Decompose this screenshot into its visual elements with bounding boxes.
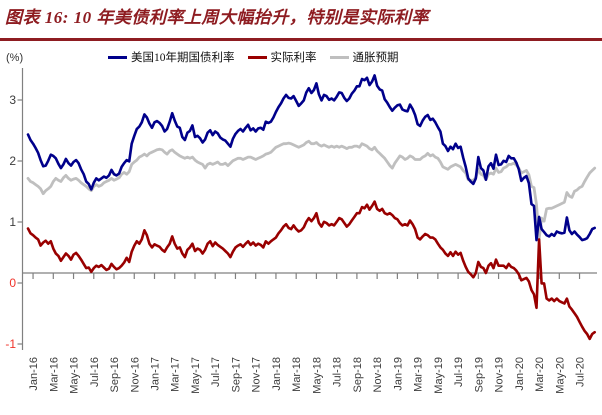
legend-item: 实际利率 bbox=[247, 49, 317, 65]
x-tick-label: Sep-16 bbox=[109, 357, 121, 392]
series-line bbox=[26, 74, 597, 242]
x-tick-label: May-17 bbox=[190, 357, 202, 394]
y-tick-label: -1 bbox=[5, 337, 16, 351]
y-tick-label: 0 bbox=[9, 276, 16, 290]
x-tick-label: Sep-18 bbox=[352, 357, 364, 392]
series-line bbox=[26, 139, 597, 241]
x-tick-label: Mar-17 bbox=[170, 357, 182, 392]
x-tick-label: Jan-17 bbox=[150, 357, 162, 391]
title-divider bbox=[0, 38, 602, 41]
x-tick-label: Jul-16 bbox=[89, 357, 101, 387]
x-tick-label: Sep-19 bbox=[473, 357, 485, 392]
x-tick-label: Mar-19 bbox=[413, 357, 425, 392]
legend-item: 通胀预期 bbox=[329, 49, 399, 65]
x-tick-label: Nov-19 bbox=[494, 357, 506, 392]
legend-label: 美国10年期国债利率 bbox=[131, 52, 235, 64]
chart-legend: 美国10年期国债利率 实际利率 通胀预期 bbox=[108, 49, 399, 65]
x-tick-label: Mar-16 bbox=[48, 357, 60, 392]
x-tick-label: May-18 bbox=[311, 357, 323, 394]
y-tick-label: 3 bbox=[9, 93, 16, 107]
legend-line-marker bbox=[247, 55, 267, 59]
y-tick-label: 1 bbox=[9, 215, 16, 229]
x-tick-label: Mar-18 bbox=[291, 357, 303, 392]
x-tick-label: May-20 bbox=[554, 357, 566, 394]
x-tick-label: Nov-17 bbox=[251, 357, 263, 392]
x-tick-label: May-16 bbox=[69, 357, 81, 394]
legend-label: 实际利率 bbox=[270, 52, 317, 64]
x-tick-label: Jul-19 bbox=[453, 357, 465, 387]
x-tick-label: Jul-20 bbox=[575, 357, 587, 387]
x-tick-label: Jul-17 bbox=[210, 357, 222, 387]
x-tick-label: Nov-18 bbox=[372, 357, 384, 392]
legend-item: 美国10年期国债利率 bbox=[108, 49, 235, 65]
chart-title: 图表 16: 10 年美债利率上周大幅抬升，特别是实际利率 bbox=[5, 8, 429, 27]
series-line bbox=[26, 200, 597, 341]
x-tick-label: May-19 bbox=[433, 357, 445, 394]
x-tick-label: Jan-16 bbox=[28, 357, 40, 391]
x-tick-label: Jul-18 bbox=[332, 357, 344, 387]
legend-line-marker bbox=[329, 55, 349, 59]
x-tick-label: Jan-19 bbox=[392, 357, 404, 391]
y-axis-unit-label: (%) bbox=[6, 52, 24, 64]
x-tick-label: Jan-20 bbox=[514, 357, 526, 391]
legend-label: 通胀预期 bbox=[352, 52, 399, 64]
x-tick-label: Sep-17 bbox=[230, 357, 242, 392]
legend-line-marker bbox=[108, 55, 127, 59]
x-tick-label: Nov-16 bbox=[129, 357, 141, 392]
y-tick-label: 2 bbox=[9, 154, 16, 168]
x-tick-label: Mar-20 bbox=[534, 357, 546, 392]
x-tick-label: Jan-18 bbox=[271, 357, 283, 391]
